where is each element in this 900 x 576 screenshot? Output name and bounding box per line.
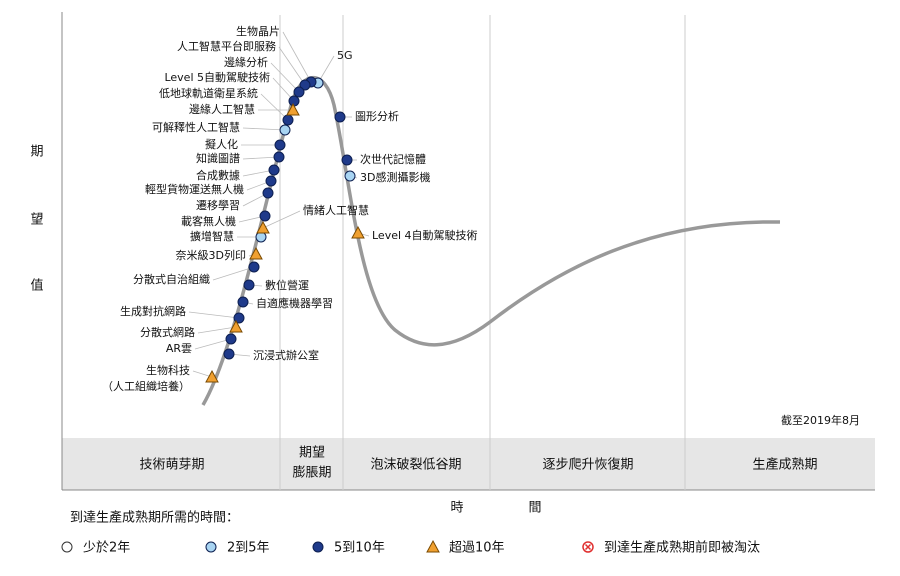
technology-label: 人工智慧平台即服務 bbox=[177, 39, 276, 53]
leader-line bbox=[194, 338, 232, 350]
leader-line bbox=[242, 127, 286, 131]
technology-marker bbox=[237, 296, 249, 308]
y-axis-label: 望 bbox=[30, 212, 43, 228]
phase-label: 膨脹期 bbox=[292, 466, 331, 481]
legend-label: 到達生產成熟期前即被淘汰 bbox=[604, 540, 760, 556]
technology-marker bbox=[286, 102, 300, 116]
technology-label: 3D感測攝影機 bbox=[360, 170, 430, 184]
leader-line bbox=[282, 31, 312, 83]
y-axis-label: 值 bbox=[30, 278, 43, 294]
technology-label: 可解釋性人工智慧 bbox=[152, 120, 240, 134]
technology-marker bbox=[299, 79, 311, 91]
technology-label: 低地球軌道衛星系統 bbox=[159, 86, 258, 100]
technology-label: 5G bbox=[337, 49, 353, 62]
technology-marker bbox=[293, 86, 305, 98]
technology-label: 遷移學習 bbox=[196, 199, 240, 212]
technology-label: 情緒人工智慧 bbox=[303, 203, 369, 217]
legend-marker bbox=[61, 541, 73, 553]
technology-marker bbox=[233, 312, 245, 324]
legend-label: 2到5年 bbox=[227, 541, 270, 556]
technology-marker bbox=[229, 319, 243, 333]
technology-label: 奈米級3D列印 bbox=[176, 248, 246, 262]
technology-label: 分散式網路 bbox=[140, 325, 195, 339]
legend-marker bbox=[584, 543, 592, 551]
legend-marker bbox=[205, 541, 217, 553]
phase-label: 生產成熟期 bbox=[752, 457, 817, 473]
technology-label: （人工組織培養） bbox=[102, 379, 190, 393]
technology-marker bbox=[249, 246, 263, 260]
x-axis-label: 間 bbox=[528, 501, 541, 516]
legend-title: 到達生產成熟期所需的時間： bbox=[70, 510, 239, 526]
technology-label: 生物晶片 bbox=[236, 24, 280, 38]
date-note: 截至2019年8月 bbox=[781, 413, 860, 427]
technology-marker bbox=[288, 95, 300, 107]
technology-marker bbox=[341, 154, 353, 166]
technology-marker bbox=[273, 151, 285, 163]
leader-line bbox=[270, 62, 300, 93]
technology-label: 自適應機器學習 bbox=[256, 296, 333, 310]
phase-label: 逐步爬升恢復期 bbox=[542, 457, 633, 473]
phase-label: 期望 bbox=[299, 445, 325, 461]
technology-label: 邊緣分析 bbox=[224, 55, 268, 69]
technology-marker bbox=[243, 279, 255, 291]
leader-line bbox=[188, 311, 240, 319]
technology-label: 生物科技 bbox=[146, 363, 190, 377]
technology-label: 載客無人機 bbox=[181, 214, 236, 228]
legend-marker bbox=[312, 541, 324, 553]
technology-label: 次世代記憶體 bbox=[360, 152, 426, 166]
legend-label: 超過10年 bbox=[449, 541, 505, 556]
technology-label: 輕型貨物運送無人機 bbox=[145, 182, 244, 196]
y-axis-label: 期 bbox=[30, 145, 43, 160]
technology-marker bbox=[334, 111, 346, 123]
x-axis-label: 時 bbox=[450, 501, 463, 516]
leader-line bbox=[197, 326, 237, 334]
technology-marker bbox=[223, 348, 235, 360]
technology-label: 分散式自治組織 bbox=[133, 272, 210, 286]
technology-marker bbox=[268, 164, 280, 176]
technology-marker bbox=[256, 220, 270, 234]
legend-label: 少於2年 bbox=[83, 540, 130, 556]
technology-label: Level 5自動駕駛技術 bbox=[164, 70, 270, 84]
legend-label: 5到10年 bbox=[334, 541, 385, 556]
leader-line bbox=[212, 266, 255, 281]
technology-marker bbox=[274, 139, 286, 151]
phase-dividers bbox=[279, 15, 686, 490]
legend-marker bbox=[426, 539, 440, 553]
technology-label: 擬人化 bbox=[205, 137, 238, 151]
leader-line bbox=[242, 156, 280, 160]
technology-label: 知識圖譜 bbox=[196, 151, 240, 165]
technology-label: AR雲 bbox=[166, 342, 192, 355]
technology-marker bbox=[205, 369, 219, 383]
phase-label: 技術萌芽期 bbox=[139, 458, 204, 473]
phase-band bbox=[62, 438, 875, 490]
phase-label: 泡沫破裂低谷期 bbox=[370, 458, 461, 473]
technology-marker bbox=[259, 210, 271, 222]
leader-line bbox=[278, 46, 306, 86]
technology-marker bbox=[248, 261, 260, 273]
technology-marker bbox=[344, 170, 356, 182]
technology-label: 生成對抗網路 bbox=[120, 304, 186, 318]
technology-marker bbox=[351, 225, 365, 239]
technology-label: 合成數據 bbox=[196, 168, 240, 182]
technology-marker bbox=[265, 175, 277, 187]
technology-label: 沉浸式辦公室 bbox=[253, 348, 319, 362]
technology-label: 數位營運 bbox=[265, 278, 309, 292]
leader-line bbox=[260, 93, 289, 121]
technology-label: 邊緣人工智慧 bbox=[189, 102, 255, 116]
technology-label: Level 4自動駕駛技術 bbox=[372, 228, 478, 242]
technology-label: 圖形分析 bbox=[355, 109, 399, 123]
technology-marker bbox=[279, 124, 291, 136]
technology-label: 擴增智慧 bbox=[190, 229, 234, 243]
technology-marker bbox=[282, 114, 294, 126]
leader-line bbox=[262, 210, 301, 229]
technology-marker bbox=[225, 333, 237, 345]
technology-marker bbox=[262, 187, 274, 199]
